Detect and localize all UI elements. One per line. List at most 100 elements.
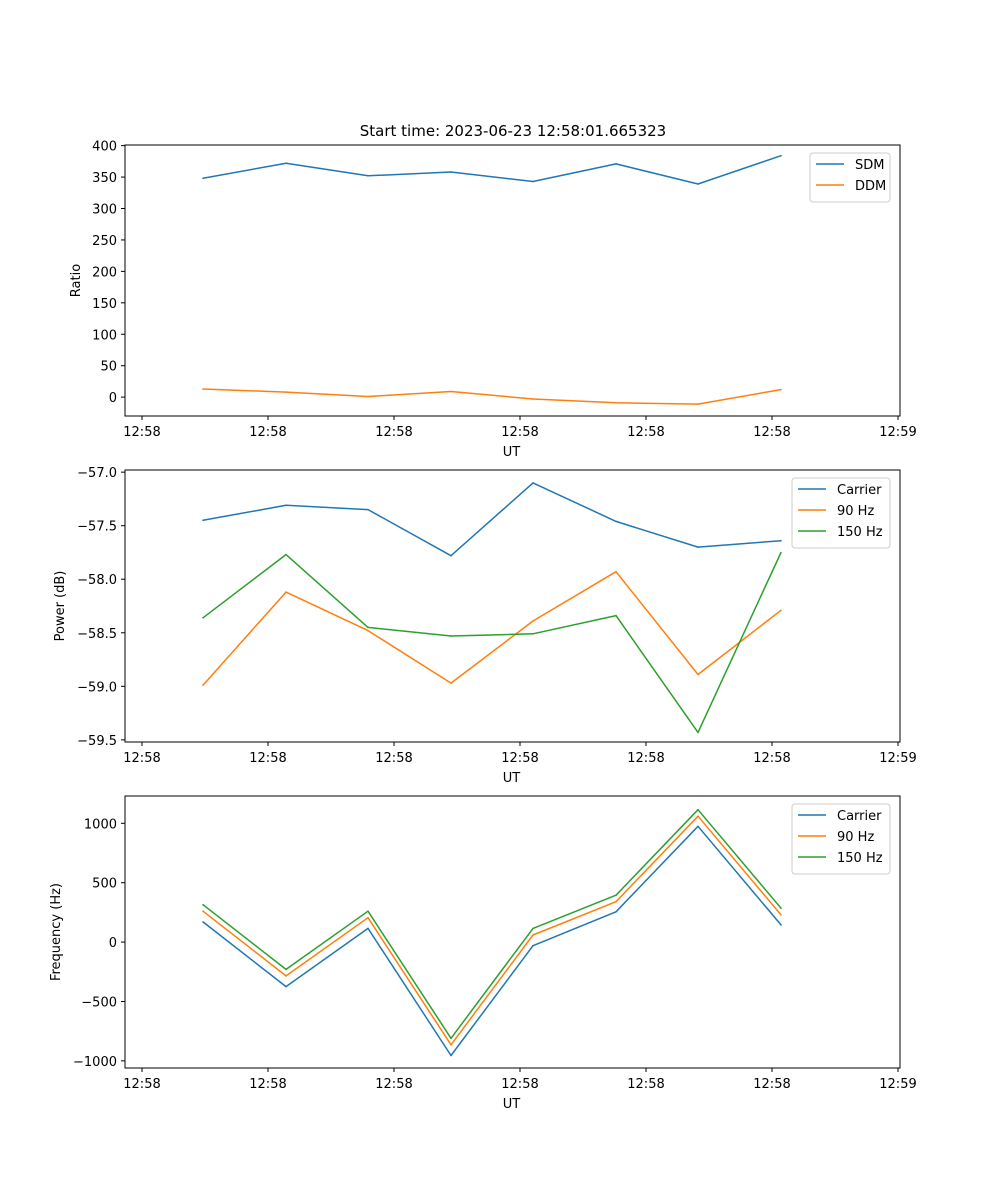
x-axis-label-1: UT bbox=[503, 445, 521, 460]
y-tick-label-1-7: 300 bbox=[92, 203, 117, 218]
data-point-2-2-6 bbox=[615, 570, 617, 573]
data-point-3-3-4 bbox=[450, 1037, 452, 1040]
y-tick-label-1-6: 250 bbox=[92, 234, 117, 249]
data-point-3-2-6 bbox=[615, 900, 617, 903]
x-tick-label-2-4: 12:58 bbox=[501, 751, 538, 766]
data-point-1-1-2 bbox=[285, 162, 287, 164]
y-tick-label-1-2: 50 bbox=[100, 360, 117, 375]
series-line-2-2 bbox=[202, 570, 782, 686]
data-point-1-1-3 bbox=[367, 175, 369, 177]
subplot-1: 12:58 12:58 12:58 12:58 12:58 12:58 12:59 0 50 10… bbox=[69, 140, 917, 460]
series-line-3-2 bbox=[202, 815, 782, 1046]
data-point-1-2-5 bbox=[532, 398, 534, 400]
data-point-2-3-5 bbox=[532, 633, 534, 635]
data-point-2-1-3 bbox=[367, 508, 369, 511]
data-point-1-1-7 bbox=[697, 183, 699, 185]
y-tick-label-3-4: 500 bbox=[92, 877, 117, 892]
axes-frame-3 bbox=[124, 795, 901, 1069]
data-point-2-3-7 bbox=[697, 731, 699, 734]
data-point-2-2-5 bbox=[532, 620, 534, 622]
data-point-3-3-5 bbox=[532, 927, 534, 930]
data-point-3-3-6 bbox=[615, 894, 617, 896]
legend-label-1-1: SDM bbox=[855, 158, 884, 173]
x-tick-label-1-5: 12:58 bbox=[627, 425, 664, 440]
legend-label-1-2: DDM bbox=[855, 179, 886, 194]
data-point-2-1-8 bbox=[780, 539, 782, 542]
x-tick-label-1-7: 12:59 bbox=[879, 425, 916, 440]
data-point-1-2-6 bbox=[615, 402, 617, 404]
data-point-3-1-4 bbox=[450, 1054, 452, 1057]
y-axis-label-1: Ratio bbox=[69, 264, 84, 297]
data-point-3-1-8 bbox=[780, 924, 782, 926]
x-tick-label-1-1: 12:58 bbox=[123, 425, 160, 440]
axes-frame-2 bbox=[124, 469, 901, 743]
data-point-3-3-3 bbox=[367, 910, 369, 912]
subplot-3: 12:58 12:58 12:58 12:58 12:58 12:58 12:59 −1000… bbox=[49, 795, 917, 1112]
data-point-1-2-2 bbox=[285, 391, 287, 393]
data-point-1-2-8 bbox=[780, 388, 782, 391]
data-point-2-2-2 bbox=[285, 591, 287, 593]
data-point-1-2-3 bbox=[367, 395, 369, 398]
y-tick-label-1-1: 0 bbox=[109, 391, 117, 406]
subplots: 12:58 12:58 12:58 12:58 12:58 12:58 12:59 0 50 10… bbox=[49, 140, 917, 1112]
legend-label-2-3: 150 Hz bbox=[837, 525, 883, 540]
data-point-2-3-4 bbox=[450, 635, 452, 637]
legend-2: Carrier 90 Hz 150 Hz bbox=[791, 477, 891, 549]
data-point-3-2-1 bbox=[202, 910, 204, 912]
legend-label-2-2: 90 Hz bbox=[837, 504, 874, 519]
legend-label-3-2: 90 Hz bbox=[837, 830, 874, 845]
data-point-3-1-5 bbox=[532, 944, 534, 947]
legend-1: SDM DDM bbox=[809, 152, 891, 203]
data-point-2-2-8 bbox=[780, 609, 782, 612]
data-point-1-1-1 bbox=[202, 177, 204, 180]
x-tick-label-3-7: 12:59 bbox=[879, 1077, 916, 1092]
y-tick-label-2-3: −58.5 bbox=[77, 627, 117, 642]
y-tick-label-2-6: −57.0 bbox=[77, 466, 117, 481]
data-point-3-3-1 bbox=[202, 903, 204, 906]
y-tick-label-1-4: 150 bbox=[92, 297, 117, 312]
data-point-3-1-1 bbox=[202, 921, 204, 923]
x-tick-label-2-3: 12:58 bbox=[375, 751, 412, 766]
data-point-3-1-7 bbox=[697, 825, 699, 828]
y-tick-label-2-1: −59.5 bbox=[77, 734, 117, 749]
y-axis-label-3: Frequency (Hz) bbox=[49, 883, 64, 981]
series-line-2-1 bbox=[202, 482, 782, 557]
legend-3: Carrier 90 Hz 150 Hz bbox=[791, 803, 891, 875]
data-point-1-1-5 bbox=[532, 180, 534, 183]
data-point-2-3-2 bbox=[285, 553, 287, 556]
x-tick-label-2-7: 12:59 bbox=[879, 751, 916, 766]
data-point-2-1-2 bbox=[285, 504, 287, 507]
y-tick-label-3-5: 1000 bbox=[84, 817, 117, 832]
data-point-1-2-7 bbox=[697, 403, 699, 405]
data-point-3-3-8 bbox=[780, 907, 782, 909]
x-tick-label-1-3: 12:58 bbox=[375, 425, 412, 440]
data-point-2-1-7 bbox=[697, 546, 699, 548]
data-point-2-3-6 bbox=[615, 614, 617, 617]
legend-label-3-1: Carrier bbox=[837, 809, 882, 824]
data-point-2-2-1 bbox=[202, 684, 204, 686]
x-tick-label-3-4: 12:58 bbox=[501, 1077, 538, 1092]
data-point-2-1-6 bbox=[615, 520, 617, 523]
x-axis-label-3: UT bbox=[503, 1097, 521, 1112]
figure-title: Start time: 2023-06-23 12:58:01.665323 bbox=[360, 122, 666, 140]
data-point-3-2-5 bbox=[532, 934, 534, 936]
x-tick-label-2-2: 12:58 bbox=[249, 751, 286, 766]
x-tick-label-2-6: 12:58 bbox=[753, 751, 790, 766]
data-point-2-2-7 bbox=[697, 673, 699, 676]
x-tick-label-2-1: 12:58 bbox=[123, 751, 160, 766]
series-line-3-3 bbox=[202, 808, 782, 1040]
x-tick-label-2-5: 12:58 bbox=[627, 751, 664, 766]
data-point-3-1-6 bbox=[615, 911, 617, 913]
data-point-2-2-3 bbox=[367, 629, 369, 632]
data-point-2-1-1 bbox=[202, 519, 204, 522]
data-point-2-3-8 bbox=[780, 551, 782, 554]
data-point-3-2-2 bbox=[285, 975, 287, 977]
y-tick-label-1-8: 350 bbox=[92, 171, 117, 186]
data-point-2-3-3 bbox=[367, 626, 369, 629]
legend-label-3-3: 150 Hz bbox=[837, 851, 883, 866]
y-tick-label-3-3: 0 bbox=[109, 936, 117, 951]
axes-frame-1 bbox=[124, 144, 901, 417]
legend-box-1 bbox=[809, 152, 891, 203]
data-point-1-1-8 bbox=[780, 154, 782, 157]
